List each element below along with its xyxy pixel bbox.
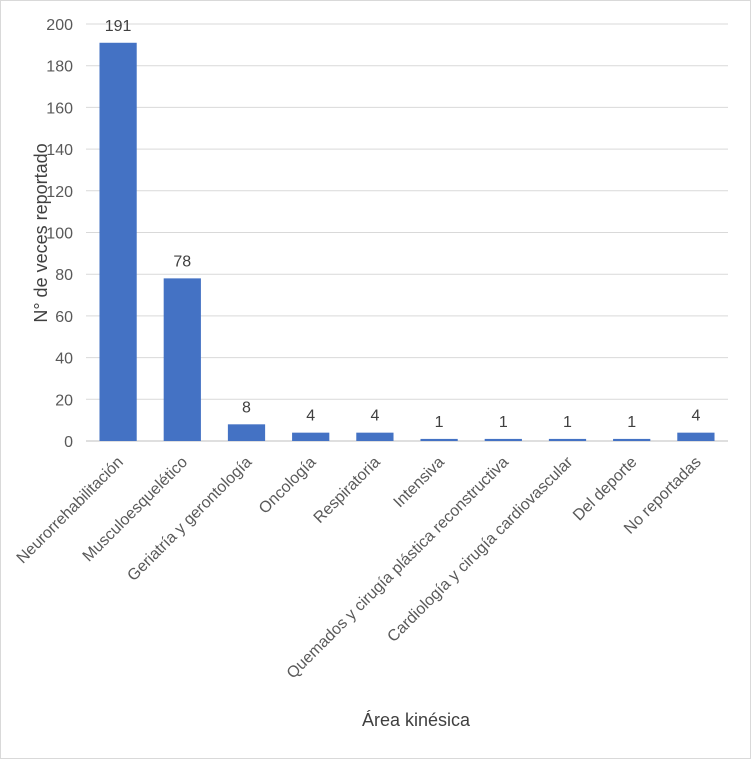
x-tick-label: Musculoesquelético [80, 454, 191, 565]
bar [484, 438, 522, 441]
data-label: 1 [435, 414, 444, 431]
y-tick-label: 160 [46, 100, 73, 117]
data-label: 8 [242, 399, 251, 416]
bar [292, 432, 330, 441]
data-label: 1 [563, 414, 572, 431]
x-tick-label: Neurorrehabilitación [14, 454, 127, 567]
x-tick-label: Oncología [256, 454, 320, 518]
data-label: 4 [306, 408, 315, 425]
data-label: 4 [370, 408, 379, 425]
y-tick-label: 120 [46, 184, 73, 201]
data-label: 4 [691, 408, 700, 425]
bar [677, 432, 715, 441]
x-tick-labels: NeurorrehabilitaciónMusculoesqueléticoGe… [14, 453, 705, 682]
x-tick-label: Geriatría y gerontología [124, 454, 255, 585]
y-tick-label: 140 [46, 142, 73, 159]
y-tick-label: 40 [55, 351, 73, 368]
data-labels: 191 78 8 4 4 1 1 1 1 4 [105, 18, 701, 431]
bar [548, 438, 587, 441]
y-tick-label: 0 [64, 434, 73, 451]
x-tick-label: Quemados y cirugía plástica reconstructi… [284, 454, 512, 682]
bars [99, 42, 715, 441]
bar [420, 438, 458, 441]
y-tick-label: 60 [55, 309, 73, 326]
y-tick-label: 100 [46, 226, 73, 243]
bar [613, 438, 651, 441]
y-tick-labels: 0 20 40 60 80 100 120 140 160 180 200 [46, 17, 73, 451]
data-label: 1 [627, 414, 636, 431]
data-label: 191 [105, 18, 132, 35]
x-axis-title: Área kinésica [362, 710, 471, 730]
y-tick-label: 200 [46, 17, 73, 34]
y-tick-label: 20 [55, 392, 73, 409]
data-label: 78 [173, 253, 191, 270]
x-tick-label: Del deporte [570, 454, 641, 525]
y-axis-title: N° de veces reportado [31, 143, 51, 322]
bar [356, 432, 394, 441]
bar [99, 42, 137, 441]
bar [163, 278, 201, 441]
x-tick-label: Respiratoria [311, 454, 384, 527]
data-label: 1 [499, 414, 508, 431]
y-tick-label: 180 [46, 59, 73, 76]
x-tick-label: Intensiva [391, 454, 448, 511]
bar [227, 424, 266, 441]
y-tick-label: 80 [55, 267, 73, 284]
